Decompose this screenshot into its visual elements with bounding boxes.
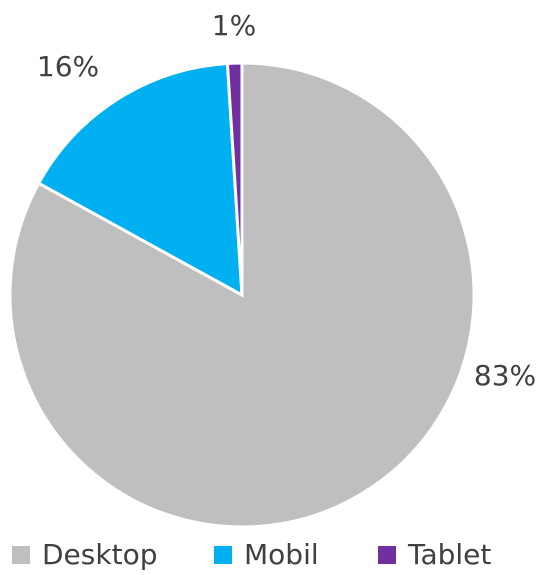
data-label: 16% [37, 50, 99, 83]
legend-label: Mobil [244, 538, 319, 571]
data-label: 83% [474, 359, 536, 392]
legend-swatch [378, 546, 396, 564]
legend-swatch [214, 546, 232, 564]
data-label: 1% [212, 9, 256, 42]
pie-slice [36, 61, 244, 298]
pie-slice [225, 61, 244, 296]
legend-label: Tablet [407, 538, 491, 571]
legend-swatch [12, 546, 30, 564]
legend-label: Desktop [42, 538, 157, 571]
